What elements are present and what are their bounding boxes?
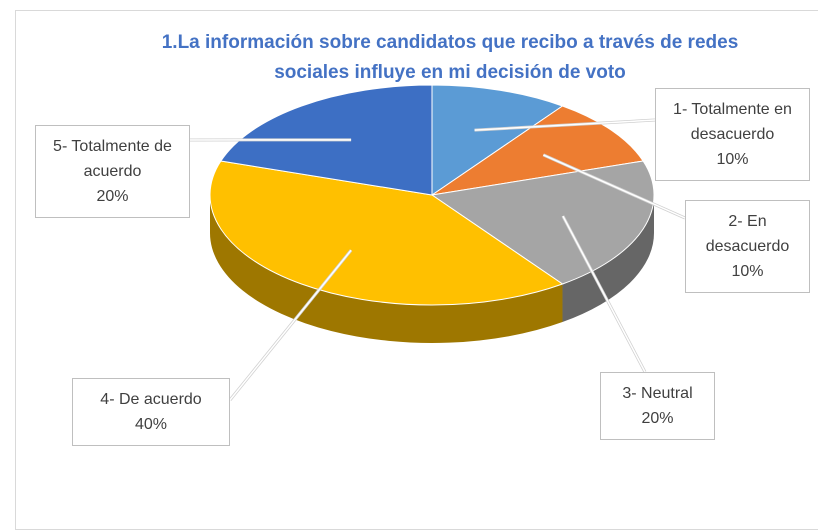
chart-title: 1.La información sobre candidatos que re…	[140, 28, 760, 88]
data-label-value: 10%	[666, 147, 799, 172]
data-label-value: 10%	[696, 259, 799, 284]
data-label-value: 40%	[83, 412, 219, 437]
data-label-category: 4- De acuerdo	[83, 387, 219, 412]
data-label-category: 3- Neutral	[611, 381, 704, 406]
data-label-category: 5- Totalmente de acuerdo	[46, 134, 179, 184]
data-label-category: 1- Totalmente en desacuerdo	[666, 97, 799, 147]
data-label-category: 2- En desacuerdo	[696, 209, 799, 259]
data-label-value: 20%	[611, 406, 704, 431]
data-label-value: 20%	[46, 184, 179, 209]
page: 1.La información sobre candidatos que re…	[0, 0, 818, 507]
